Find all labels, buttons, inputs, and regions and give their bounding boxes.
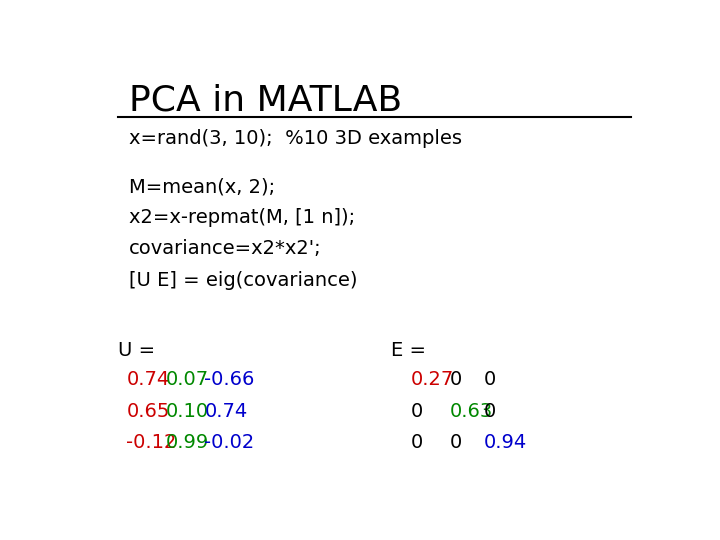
Text: 0: 0 (450, 433, 462, 452)
Text: 0.10: 0.10 (166, 402, 209, 421)
Text: 0: 0 (411, 402, 423, 421)
Text: 0.94: 0.94 (483, 433, 526, 452)
Text: covariance=x2*x2';: covariance=x2*x2'; (129, 239, 322, 259)
Text: 0: 0 (411, 433, 423, 452)
Text: E =: E = (392, 341, 426, 360)
Text: -0.02: -0.02 (204, 433, 255, 452)
Text: -0.12: -0.12 (126, 433, 176, 452)
Text: 0.63: 0.63 (450, 402, 493, 421)
Text: 0: 0 (483, 370, 495, 389)
Text: 0.07: 0.07 (166, 370, 209, 389)
Text: 0.99: 0.99 (166, 433, 209, 452)
Text: 0.27: 0.27 (411, 370, 454, 389)
Text: U =: U = (118, 341, 155, 360)
Text: M=mean(x, 2);: M=mean(x, 2); (129, 177, 275, 196)
Text: 0: 0 (450, 370, 462, 389)
Text: [U E] = eig(covariance): [U E] = eig(covariance) (129, 271, 358, 289)
Text: 0: 0 (483, 402, 495, 421)
Text: 0.74: 0.74 (204, 402, 248, 421)
Text: -0.66: -0.66 (204, 370, 255, 389)
Text: 0.74: 0.74 (126, 370, 169, 389)
Text: x2=x-repmat(M, [1 n]);: x2=x-repmat(M, [1 n]); (129, 208, 355, 227)
Text: 0.65: 0.65 (126, 402, 170, 421)
Text: PCA in MATLAB: PCA in MATLAB (129, 84, 402, 118)
Text: x=rand(3, 10);  %10 3D examples: x=rand(3, 10); %10 3D examples (129, 129, 462, 149)
